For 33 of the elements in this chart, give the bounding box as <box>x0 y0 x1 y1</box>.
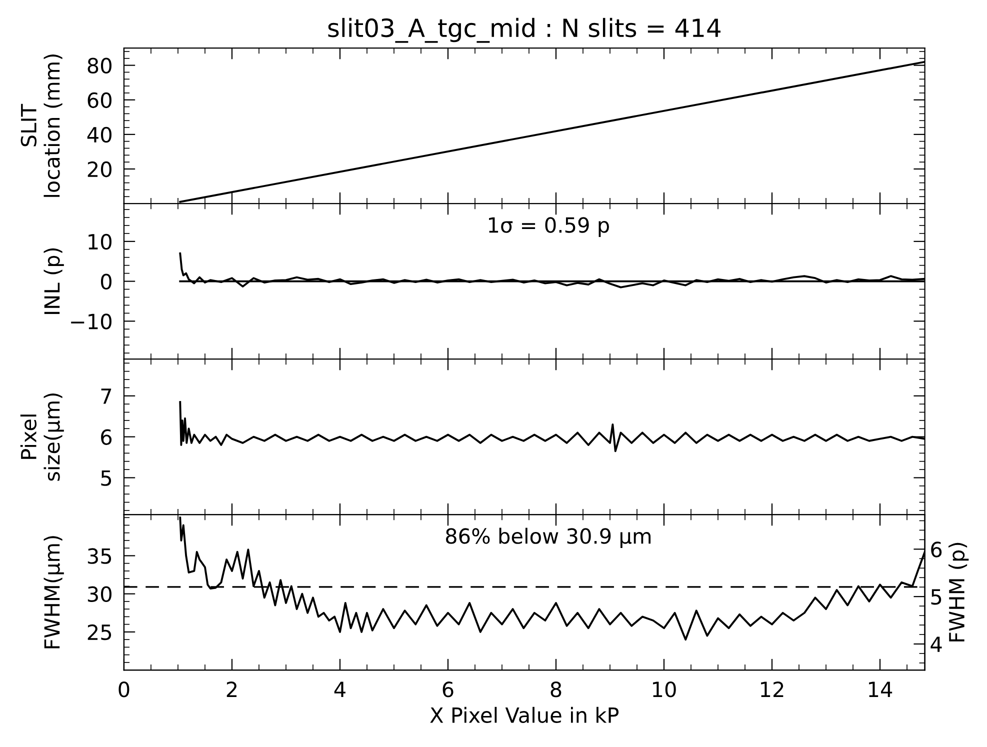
y2-tick-label: 6 <box>931 542 942 558</box>
y-tick-label: 6 <box>101 429 112 446</box>
y-tick-label: 60 <box>88 92 112 108</box>
y-tick-label: 80 <box>88 58 112 74</box>
y-tick-label: 10 <box>88 234 112 250</box>
x-tick-label: 4 <box>334 682 346 697</box>
x-tick-label: 14 <box>869 682 892 697</box>
y-tick-label: −10 <box>71 314 112 330</box>
x-axis-title: X Pixel Value in kP <box>430 706 619 724</box>
y-axis-title: FWHM(μm) <box>44 536 64 648</box>
y-tick-label: 30 <box>88 586 112 602</box>
y2-tick-label: 5 <box>931 589 942 605</box>
annotation: 1σ = 0.59 p <box>489 217 609 237</box>
y-tick-label: 0 <box>100 274 112 290</box>
x-tick-label: 2 <box>226 682 237 697</box>
y2-tick-label: 4 <box>930 636 942 652</box>
x-tick-label: 0 <box>118 682 130 698</box>
x-tick-label: 12 <box>761 682 784 697</box>
y-tick-label: 5 <box>101 470 112 486</box>
chart-title: slit03_A_tgc_mid : N slits = 414 <box>328 18 720 43</box>
x-tick-label: 6 <box>442 682 454 698</box>
y-tick-label: 35 <box>88 548 112 564</box>
y-tick-label: 25 <box>88 624 112 640</box>
y-tick-label: 7 <box>101 388 112 404</box>
y-axis-title: Pixel size(μm) <box>20 393 64 481</box>
y-tick-label: 40 <box>87 126 112 143</box>
annotation: 86% below 30.9 μm <box>446 528 651 548</box>
y-axis-title: SLIT location (mm) <box>20 54 62 197</box>
y2-axis-title: FWHM (p) <box>948 542 969 642</box>
x-tick-label: 10 <box>653 682 676 698</box>
y-tick-label: 20 <box>88 161 112 178</box>
y-axis-title: INL (p) <box>44 248 64 314</box>
x-tick-label: 8 <box>550 682 562 698</box>
